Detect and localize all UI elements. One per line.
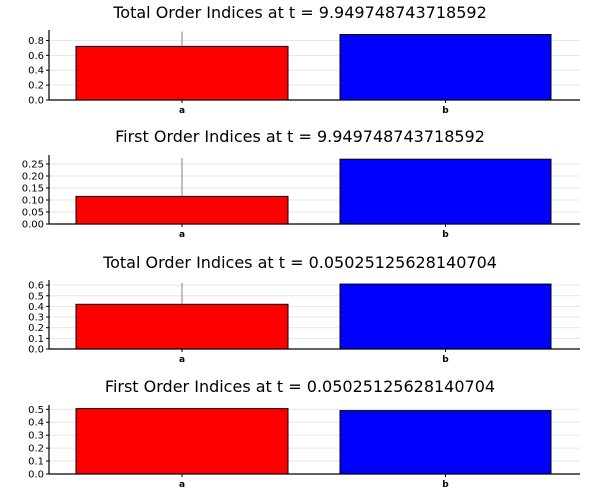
y-tick-label: 0.2 (28, 81, 44, 92)
chart-panel-4: First Order Indices at t = 0.05025125628… (28, 377, 580, 490)
y-tick-label: 0.8 (28, 36, 44, 47)
x-tick-label: a (179, 230, 185, 240)
bar-a (75, 303, 289, 350)
y-tick-label: 0.5 (28, 405, 44, 416)
x-tick-label: b (442, 355, 449, 365)
y-tick-label: 0.0 (28, 345, 44, 356)
y-tick-label: 0.20 (22, 172, 44, 183)
chart-title: Total Order Indices at t = 0.05025125628… (102, 253, 497, 272)
y-tick-label: 0.4 (28, 418, 44, 429)
y-tick-label: 0.1 (28, 334, 44, 345)
chart-panel-2: First Order Indices at t = 9.94974874371… (22, 127, 580, 240)
bar-a (75, 195, 289, 225)
chart-title: Total Order Indices at t = 9.94974874371… (112, 3, 487, 22)
chart-title: First Order Indices at t = 0.05025125628… (105, 377, 495, 396)
y-tick-label: 0.1 (28, 457, 44, 468)
x-tick-label: a (179, 106, 185, 116)
y-tick-label: 0.10 (22, 196, 44, 207)
bar-b (339, 158, 552, 225)
y-tick-label: 0.6 (28, 51, 44, 62)
x-tick-label: b (442, 480, 449, 490)
bar-b (339, 410, 552, 475)
x-tick-label: b (442, 230, 449, 240)
y-tick-label: 0.0 (28, 470, 44, 481)
y-tick-label: 0.2 (28, 323, 44, 334)
y-tick-label: 0.00 (22, 220, 44, 231)
chart-panel-1: Total Order Indices at t = 9.94974874371… (28, 3, 580, 116)
bar-a (75, 408, 289, 475)
x-tick-label: b (442, 106, 449, 116)
bar-b (339, 283, 552, 350)
bar-a (75, 45, 289, 101)
x-tick-label: a (179, 480, 185, 490)
chart-panel-3: Total Order Indices at t = 0.05025125628… (28, 253, 580, 365)
y-tick-label: 0.3 (28, 313, 44, 324)
chart-title: First Order Indices at t = 9.94974874371… (115, 127, 485, 146)
y-tick-label: 0.3 (28, 431, 44, 442)
y-tick-label: 0.2 (28, 444, 44, 455)
y-tick-label: 0.05 (22, 208, 44, 219)
y-tick-label: 0.4 (28, 66, 44, 77)
y-tick-label: 0.15 (22, 184, 44, 195)
bar-b (339, 33, 552, 101)
y-tick-label: 0.5 (28, 291, 44, 302)
x-tick-label: a (179, 355, 185, 365)
y-tick-label: 0.4 (28, 302, 44, 313)
y-tick-label: 0.25 (22, 160, 44, 171)
y-tick-label: 0.0 (28, 96, 44, 107)
y-tick-label: 0.6 (28, 281, 44, 292)
